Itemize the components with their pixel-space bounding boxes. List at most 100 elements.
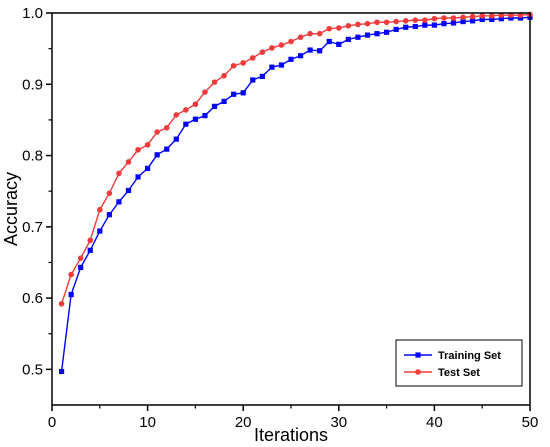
point-training-set-31 xyxy=(345,36,351,42)
legend-label-training-set: Training Set xyxy=(438,350,501,362)
legend-marker-test-set xyxy=(415,369,421,375)
point-training-set-15 xyxy=(192,116,198,122)
point-training-set-29 xyxy=(326,38,332,45)
point-test-set-31 xyxy=(345,23,352,29)
y-tick-label-0.6: 0.6 xyxy=(22,290,43,307)
point-training-set-35 xyxy=(384,29,390,35)
y-tick-label-0.7: 0.7 xyxy=(22,219,43,236)
point-training-set-21 xyxy=(250,77,256,83)
point-test-set-18 xyxy=(221,72,227,79)
point-test-set-15 xyxy=(192,101,199,108)
point-training-set-23 xyxy=(269,64,275,70)
point-training-set-30 xyxy=(336,41,342,47)
point-training-set-7 xyxy=(116,199,122,205)
point-training-set-25 xyxy=(288,56,294,62)
x-tick-label-30: 30 xyxy=(330,414,347,431)
point-test-set-27 xyxy=(307,30,313,37)
point-training-set-9 xyxy=(135,174,141,180)
point-test-set-12 xyxy=(163,124,170,131)
point-training-set-22 xyxy=(259,73,265,80)
y-tick-label-1: 1.0 xyxy=(22,5,43,22)
point-test-set-10 xyxy=(144,142,151,148)
series-training-set xyxy=(58,14,533,375)
point-training-set-45 xyxy=(479,16,485,23)
point-test-set-4 xyxy=(87,237,94,244)
point-test-set-7 xyxy=(116,170,122,177)
point-test-set-40 xyxy=(431,15,438,22)
point-test-set-8 xyxy=(125,159,132,165)
point-training-set-4 xyxy=(87,247,93,253)
point-test-set-9 xyxy=(135,147,141,153)
point-training-set-1 xyxy=(58,368,65,375)
point-test-set-38 xyxy=(412,17,419,23)
point-test-set-17 xyxy=(211,79,218,85)
point-test-set-44 xyxy=(469,13,476,20)
x-tick-label-20: 20 xyxy=(235,414,252,431)
x-axis-title: Iterations xyxy=(254,425,328,445)
point-test-set-24 xyxy=(278,42,285,48)
point-test-set-3 xyxy=(77,255,84,261)
point-training-set-37 xyxy=(403,24,409,30)
point-training-set-11 xyxy=(154,152,160,158)
legend-marker-training-set xyxy=(415,352,421,358)
point-test-set-20 xyxy=(240,60,246,66)
point-training-set-32 xyxy=(355,34,361,40)
point-training-set-10 xyxy=(145,165,151,171)
point-training-set-46 xyxy=(489,16,495,23)
point-test-set-45 xyxy=(479,13,486,19)
point-training-set-17 xyxy=(211,103,218,109)
point-training-set-12 xyxy=(164,146,170,152)
point-test-set-21 xyxy=(249,55,256,61)
point-training-set-16 xyxy=(202,113,208,119)
point-test-set-39 xyxy=(422,17,428,23)
point-test-set-29 xyxy=(326,25,333,32)
point-test-set-11 xyxy=(154,129,160,135)
point-training-set-49 xyxy=(517,15,524,21)
point-test-set-6 xyxy=(106,190,113,197)
point-training-set-13 xyxy=(173,136,179,142)
legend-box xyxy=(395,339,523,387)
point-training-set-19 xyxy=(231,91,237,97)
point-training-set-18 xyxy=(221,98,227,104)
point-test-set-26 xyxy=(297,34,304,41)
y-tick-label-0.9: 0.9 xyxy=(22,76,43,93)
point-training-set-39 xyxy=(422,22,428,28)
point-training-set-3 xyxy=(78,264,84,271)
point-training-set-38 xyxy=(412,23,418,30)
plot-layer xyxy=(58,11,533,375)
point-test-set-14 xyxy=(183,107,189,113)
point-test-set-1 xyxy=(58,300,65,307)
point-training-set-43 xyxy=(460,18,466,25)
point-training-set-40 xyxy=(431,22,437,28)
point-training-set-24 xyxy=(278,62,285,68)
point-training-set-27 xyxy=(307,47,313,53)
point-training-set-28 xyxy=(317,48,323,54)
x-tick-label-40: 40 xyxy=(426,414,443,431)
x-tick-label-50: 50 xyxy=(522,414,539,431)
point-test-set-43 xyxy=(460,14,466,21)
point-test-set-42 xyxy=(450,15,457,21)
point-training-set-36 xyxy=(393,26,399,32)
point-test-set-28 xyxy=(316,30,323,37)
point-test-set-33 xyxy=(364,20,371,27)
point-test-set-5 xyxy=(97,206,103,213)
point-training-set-42 xyxy=(450,20,457,26)
point-test-set-36 xyxy=(393,18,399,25)
point-training-set-20 xyxy=(240,90,246,96)
axes-layer: 0 10 20 30 40 50 0.5 0.6 0.7 0.8 0.9 1.0 xyxy=(22,5,538,431)
point-training-set-41 xyxy=(441,21,447,27)
point-test-set-19 xyxy=(230,62,237,69)
legend-label-test-set: Test Set xyxy=(438,367,480,379)
point-test-set-30 xyxy=(336,25,342,31)
legend: Training Set Test Set xyxy=(395,339,523,387)
point-training-set-44 xyxy=(470,18,476,24)
point-test-set-13 xyxy=(173,112,180,118)
point-test-set-34 xyxy=(374,19,380,26)
x-tick-label-0: 0 xyxy=(48,414,56,431)
point-test-set-32 xyxy=(355,21,361,28)
y-tick-label-0.8: 0.8 xyxy=(22,148,43,165)
point-training-set-34 xyxy=(374,31,380,37)
point-test-set-16 xyxy=(202,89,208,95)
point-training-set-8 xyxy=(125,187,132,194)
